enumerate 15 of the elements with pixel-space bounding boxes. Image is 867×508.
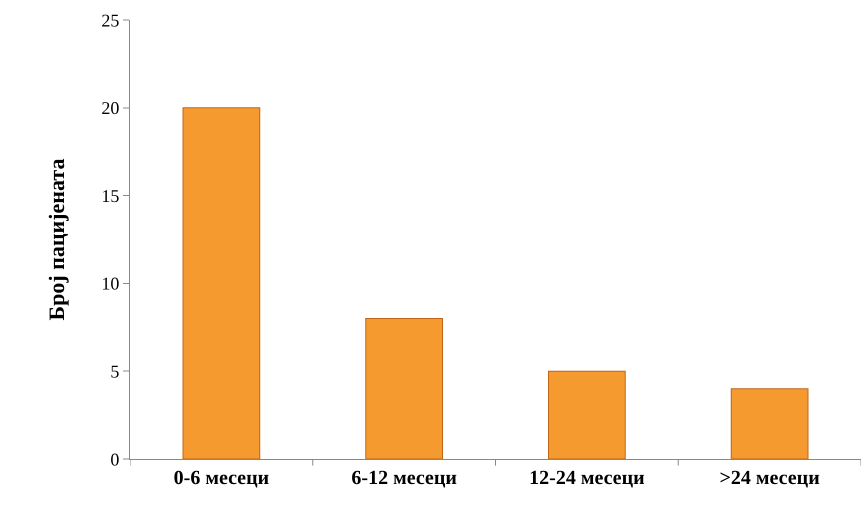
y-tick-label: 25 [101, 10, 120, 30]
x-tick-label: 6-12 месеци [351, 467, 457, 489]
y-tick-label: 15 [101, 186, 120, 206]
y-tick-label: 20 [101, 98, 120, 118]
bar [182, 107, 260, 459]
y-tick-label: 0 [110, 449, 120, 470]
bar [730, 388, 808, 459]
x-tick-label: 12-24 месеци [529, 467, 645, 489]
y-tick-label: 5 [110, 362, 120, 382]
x-tick-label: 0-6 месеци [174, 467, 270, 489]
y-axis-title: Број пацијената [44, 158, 70, 320]
bar [548, 370, 626, 459]
x-tick-label: >24 месеци [720, 467, 820, 489]
bar [365, 318, 443, 459]
y-tick-label: 10 [101, 274, 120, 294]
